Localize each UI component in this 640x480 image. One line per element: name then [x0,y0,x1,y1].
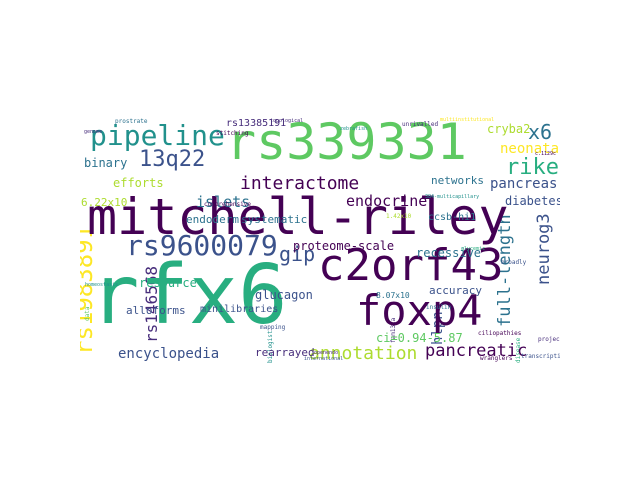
word: systematic [241,213,308,226]
word: stitching [216,130,249,137]
word: homeostasis [85,282,119,288]
word: gip [279,242,316,266]
word: endocrine [346,192,428,210]
word: networks [431,174,484,187]
word: x6 [528,120,553,144]
word: accuracy [429,284,482,297]
word: mitchell-riley [87,188,509,246]
word: rs9600079 [126,229,278,262]
word: prostrate [115,118,148,125]
word: multiinstitutional [440,117,495,123]
word: encyclopedia [118,346,220,362]
word: international [304,356,344,362]
word: 1.42x10 [386,213,412,220]
word: openendo [314,350,339,356]
word: comprehensive [204,201,251,208]
word: resource [139,276,197,290]
word: interactome [240,173,360,194]
word: rs339331 [226,113,467,171]
word: neonatal [500,141,560,157]
word: insulin [426,304,452,311]
word: genome [84,129,103,135]
word: 6.22x10 [81,196,128,209]
word: rearrayed [255,346,315,359]
word: pipeline [90,119,225,152]
word: neurog3 [534,213,554,285]
word: 384-multicapillary [425,194,480,200]
word: mapping [260,324,286,331]
word: minilibraries [200,304,279,315]
word: diabetes [505,194,560,208]
word: alloforms [126,304,186,317]
word: topological [270,118,304,124]
word: ccsb-hi1 [428,212,477,223]
word: zebrafish [340,126,368,132]
word: foxp4 [356,286,483,335]
word: transcription [521,353,560,360]
word: riken [506,155,560,180]
word: efforts [113,176,164,190]
word: pancreatic [425,341,528,361]
word: broadly [501,259,527,266]
word: c2orf43 [318,240,504,291]
word: annotation [309,343,418,364]
word: ciliopathies [478,330,522,337]
word: glucagon [255,288,313,302]
word: ci=0.94-5.87 [376,331,463,345]
word: proteome-scale [293,239,395,253]
word: 13q22 [139,147,206,172]
word: c.1129c [535,151,557,157]
word: unrivalled [402,121,439,128]
word: binary [84,156,128,170]
word: wranglers [480,355,513,362]
word: pancreas [490,176,558,192]
word: project [538,336,560,343]
word: rs13385191 [226,118,287,129]
word: endoderm [186,213,239,226]
word: glycemic [461,246,486,252]
word: recessive [416,246,482,260]
word-cloud: rs1983891 rs146568 hlpn neurog3 full-len… [80,107,560,369]
word: islets [196,193,251,211]
word: cryba2 [487,122,531,136]
word: rfx6 [90,248,288,343]
word: 8.07x10 [376,291,410,300]
